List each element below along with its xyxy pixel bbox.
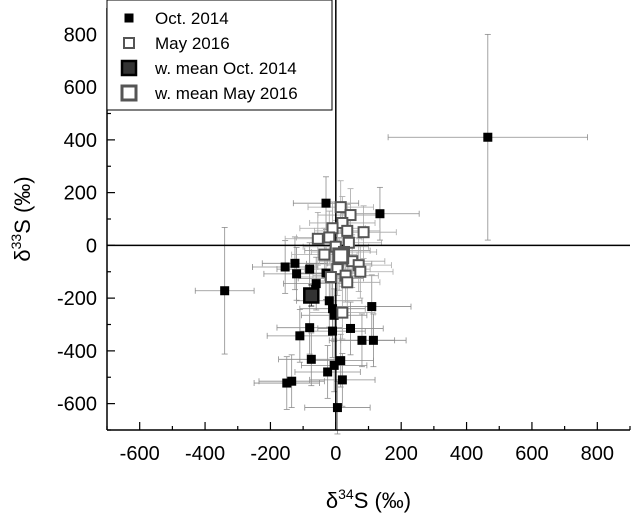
x-tick-label: 0 (330, 443, 341, 465)
oct-2014-point (483, 132, 493, 142)
oct-2014-point (305, 264, 315, 274)
oct-2014-point (328, 326, 338, 336)
y-axis-label: δ33S (‰) (8, 176, 35, 261)
may-2016-point (341, 276, 354, 289)
markers-layer (220, 132, 493, 413)
may-2016-point (336, 306, 349, 319)
oct-2014-point (280, 262, 290, 272)
legend-box (106, 0, 333, 111)
x-tick-label: -600 (120, 443, 160, 465)
legend-marker (120, 59, 138, 77)
oct-2014-point (323, 367, 333, 377)
y-tick-label: 800 (64, 24, 97, 46)
y-tick-label: 400 (64, 130, 97, 152)
may-2016-point (344, 209, 357, 222)
x-tick-label: 400 (450, 443, 483, 465)
oct-2014-point (292, 269, 302, 279)
may-2016-point (354, 265, 367, 278)
oct-2014-point (329, 360, 339, 370)
oct-2014-point (332, 403, 342, 413)
axis-labels: δ34S (‰) δ33S (‰) (8, 176, 411, 513)
legend-item: May 2016 (123, 34, 230, 53)
legend-label: w. mean Oct. 2014 (154, 59, 297, 78)
legend-marker (120, 84, 138, 102)
x-tick-label: -200 (250, 443, 290, 465)
y-tick-label: -600 (57, 394, 97, 416)
y-tick-label: -400 (57, 341, 97, 363)
x-tick-label: 200 (385, 443, 418, 465)
oct-2014-point (375, 209, 385, 219)
mean-may-2016-point (332, 247, 350, 265)
x-tick-label: 600 (515, 443, 548, 465)
may-2016-point (324, 271, 337, 284)
oct-2014-point (305, 323, 315, 333)
oct-2014-point (306, 354, 316, 364)
ticks-layer: -600 -400 -200 0 200 400 600 800 -600 -400 -200 0 20… (57, 7, 631, 465)
x-tick-label: -400 (185, 443, 225, 465)
legend-item: w. mean Oct. 2014 (120, 59, 297, 78)
legend-label: Oct. 2014 (155, 9, 229, 28)
oct-2014-point (346, 323, 356, 333)
legend-item: Oct. 2014 (124, 9, 229, 28)
oct-2014-point (220, 286, 230, 296)
x-tick-label: 800 (581, 443, 614, 465)
oct-2014-point (290, 258, 300, 268)
may-2016-point (311, 232, 324, 245)
may-2016-point (357, 226, 370, 239)
oct-2014-point (367, 302, 377, 312)
oct-2014-point (311, 279, 321, 289)
may-2016-point (341, 224, 354, 237)
may-2016-point (318, 248, 331, 261)
oct-2014-point (337, 375, 347, 385)
oct-2014-point (324, 296, 334, 306)
oct-2014-point (368, 335, 378, 345)
y-tick-label: -200 (57, 288, 97, 310)
mean-oct-2014-point (303, 287, 320, 304)
legend-label: May 2016 (155, 34, 230, 53)
legend-marker (124, 13, 134, 23)
legend-label: w. mean May 2016 (154, 84, 298, 103)
oct-2014-point (321, 198, 331, 208)
legend-item: w. mean May 2016 (120, 84, 298, 103)
may-2016-point (334, 201, 347, 214)
y-tick-label: 0 (86, 235, 97, 257)
legend-marker (123, 37, 135, 49)
oct-2014-point (295, 331, 305, 341)
y-tick-label: 200 (64, 183, 97, 205)
may-2016-point (323, 231, 336, 244)
x-axis-label: δ34S (‰) (326, 486, 411, 513)
legend: Oct. 2014 May 2016 w. mean Oct. 2014 w. mea… (106, 0, 333, 111)
y-tick-label: 600 (64, 77, 97, 99)
oct-2014-point (357, 335, 367, 345)
oct-2014-point (282, 378, 292, 388)
oct-2014-point (336, 356, 346, 366)
